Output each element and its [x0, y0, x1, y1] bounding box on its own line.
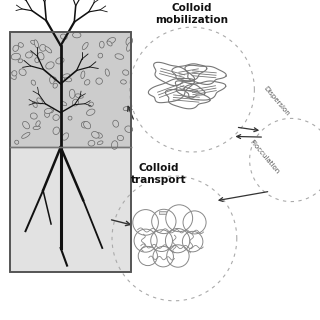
Ellipse shape: [36, 121, 40, 126]
Ellipse shape: [44, 108, 52, 114]
Ellipse shape: [97, 141, 103, 145]
Ellipse shape: [33, 102, 37, 108]
Ellipse shape: [88, 140, 95, 146]
Ellipse shape: [56, 58, 64, 64]
Text: Colloid
mobilization: Colloid mobilization: [156, 3, 228, 25]
Ellipse shape: [73, 32, 81, 38]
Ellipse shape: [107, 37, 116, 44]
Ellipse shape: [123, 70, 129, 75]
Ellipse shape: [82, 43, 88, 50]
Ellipse shape: [35, 58, 39, 63]
Text: Dispersion: Dispersion: [262, 85, 291, 117]
Ellipse shape: [46, 62, 54, 69]
Ellipse shape: [10, 72, 16, 79]
Ellipse shape: [84, 80, 90, 85]
Ellipse shape: [98, 53, 103, 58]
Ellipse shape: [81, 122, 88, 128]
Ellipse shape: [38, 52, 44, 60]
Ellipse shape: [86, 109, 95, 116]
Ellipse shape: [64, 77, 72, 82]
Ellipse shape: [126, 37, 132, 45]
Bar: [10, 147, 131, 272]
Ellipse shape: [96, 133, 102, 138]
Ellipse shape: [84, 121, 91, 129]
Ellipse shape: [13, 45, 19, 52]
Ellipse shape: [72, 99, 78, 106]
Ellipse shape: [49, 108, 54, 113]
Ellipse shape: [53, 83, 57, 88]
Ellipse shape: [52, 77, 56, 81]
Ellipse shape: [127, 43, 132, 51]
Ellipse shape: [19, 69, 26, 76]
Text: Flocculation: Flocculation: [248, 139, 280, 175]
Ellipse shape: [37, 98, 42, 104]
Ellipse shape: [125, 126, 133, 132]
Ellipse shape: [123, 107, 129, 111]
Ellipse shape: [92, 132, 99, 138]
Ellipse shape: [121, 80, 126, 84]
Ellipse shape: [68, 116, 72, 120]
Ellipse shape: [31, 40, 37, 45]
Ellipse shape: [62, 133, 68, 140]
Ellipse shape: [63, 74, 70, 78]
Ellipse shape: [44, 112, 50, 117]
Ellipse shape: [50, 76, 54, 84]
Ellipse shape: [26, 52, 32, 58]
Ellipse shape: [34, 40, 39, 48]
Ellipse shape: [45, 47, 52, 53]
Bar: [10, 32, 131, 272]
Bar: [159, 211, 166, 214]
Ellipse shape: [100, 41, 104, 48]
Ellipse shape: [96, 78, 102, 84]
Ellipse shape: [40, 44, 46, 51]
Ellipse shape: [117, 135, 124, 140]
Ellipse shape: [107, 41, 112, 46]
Bar: [10, 32, 131, 272]
Ellipse shape: [18, 59, 23, 63]
Ellipse shape: [60, 34, 67, 39]
Text: Colloid
transport: Colloid transport: [131, 163, 186, 185]
Ellipse shape: [22, 132, 30, 138]
Ellipse shape: [18, 43, 23, 47]
Bar: [10, 32, 131, 147]
Ellipse shape: [23, 121, 29, 129]
Ellipse shape: [53, 127, 60, 134]
Ellipse shape: [105, 69, 109, 76]
Ellipse shape: [33, 126, 40, 130]
Ellipse shape: [111, 141, 118, 149]
Ellipse shape: [61, 101, 67, 106]
Ellipse shape: [81, 71, 85, 79]
Ellipse shape: [75, 94, 83, 98]
Ellipse shape: [31, 80, 36, 85]
Ellipse shape: [12, 71, 17, 76]
Ellipse shape: [115, 54, 124, 59]
Ellipse shape: [53, 115, 59, 120]
Ellipse shape: [113, 120, 119, 127]
Ellipse shape: [69, 89, 75, 98]
Ellipse shape: [30, 113, 37, 119]
Ellipse shape: [15, 140, 19, 144]
Ellipse shape: [89, 102, 93, 107]
Ellipse shape: [11, 53, 20, 60]
